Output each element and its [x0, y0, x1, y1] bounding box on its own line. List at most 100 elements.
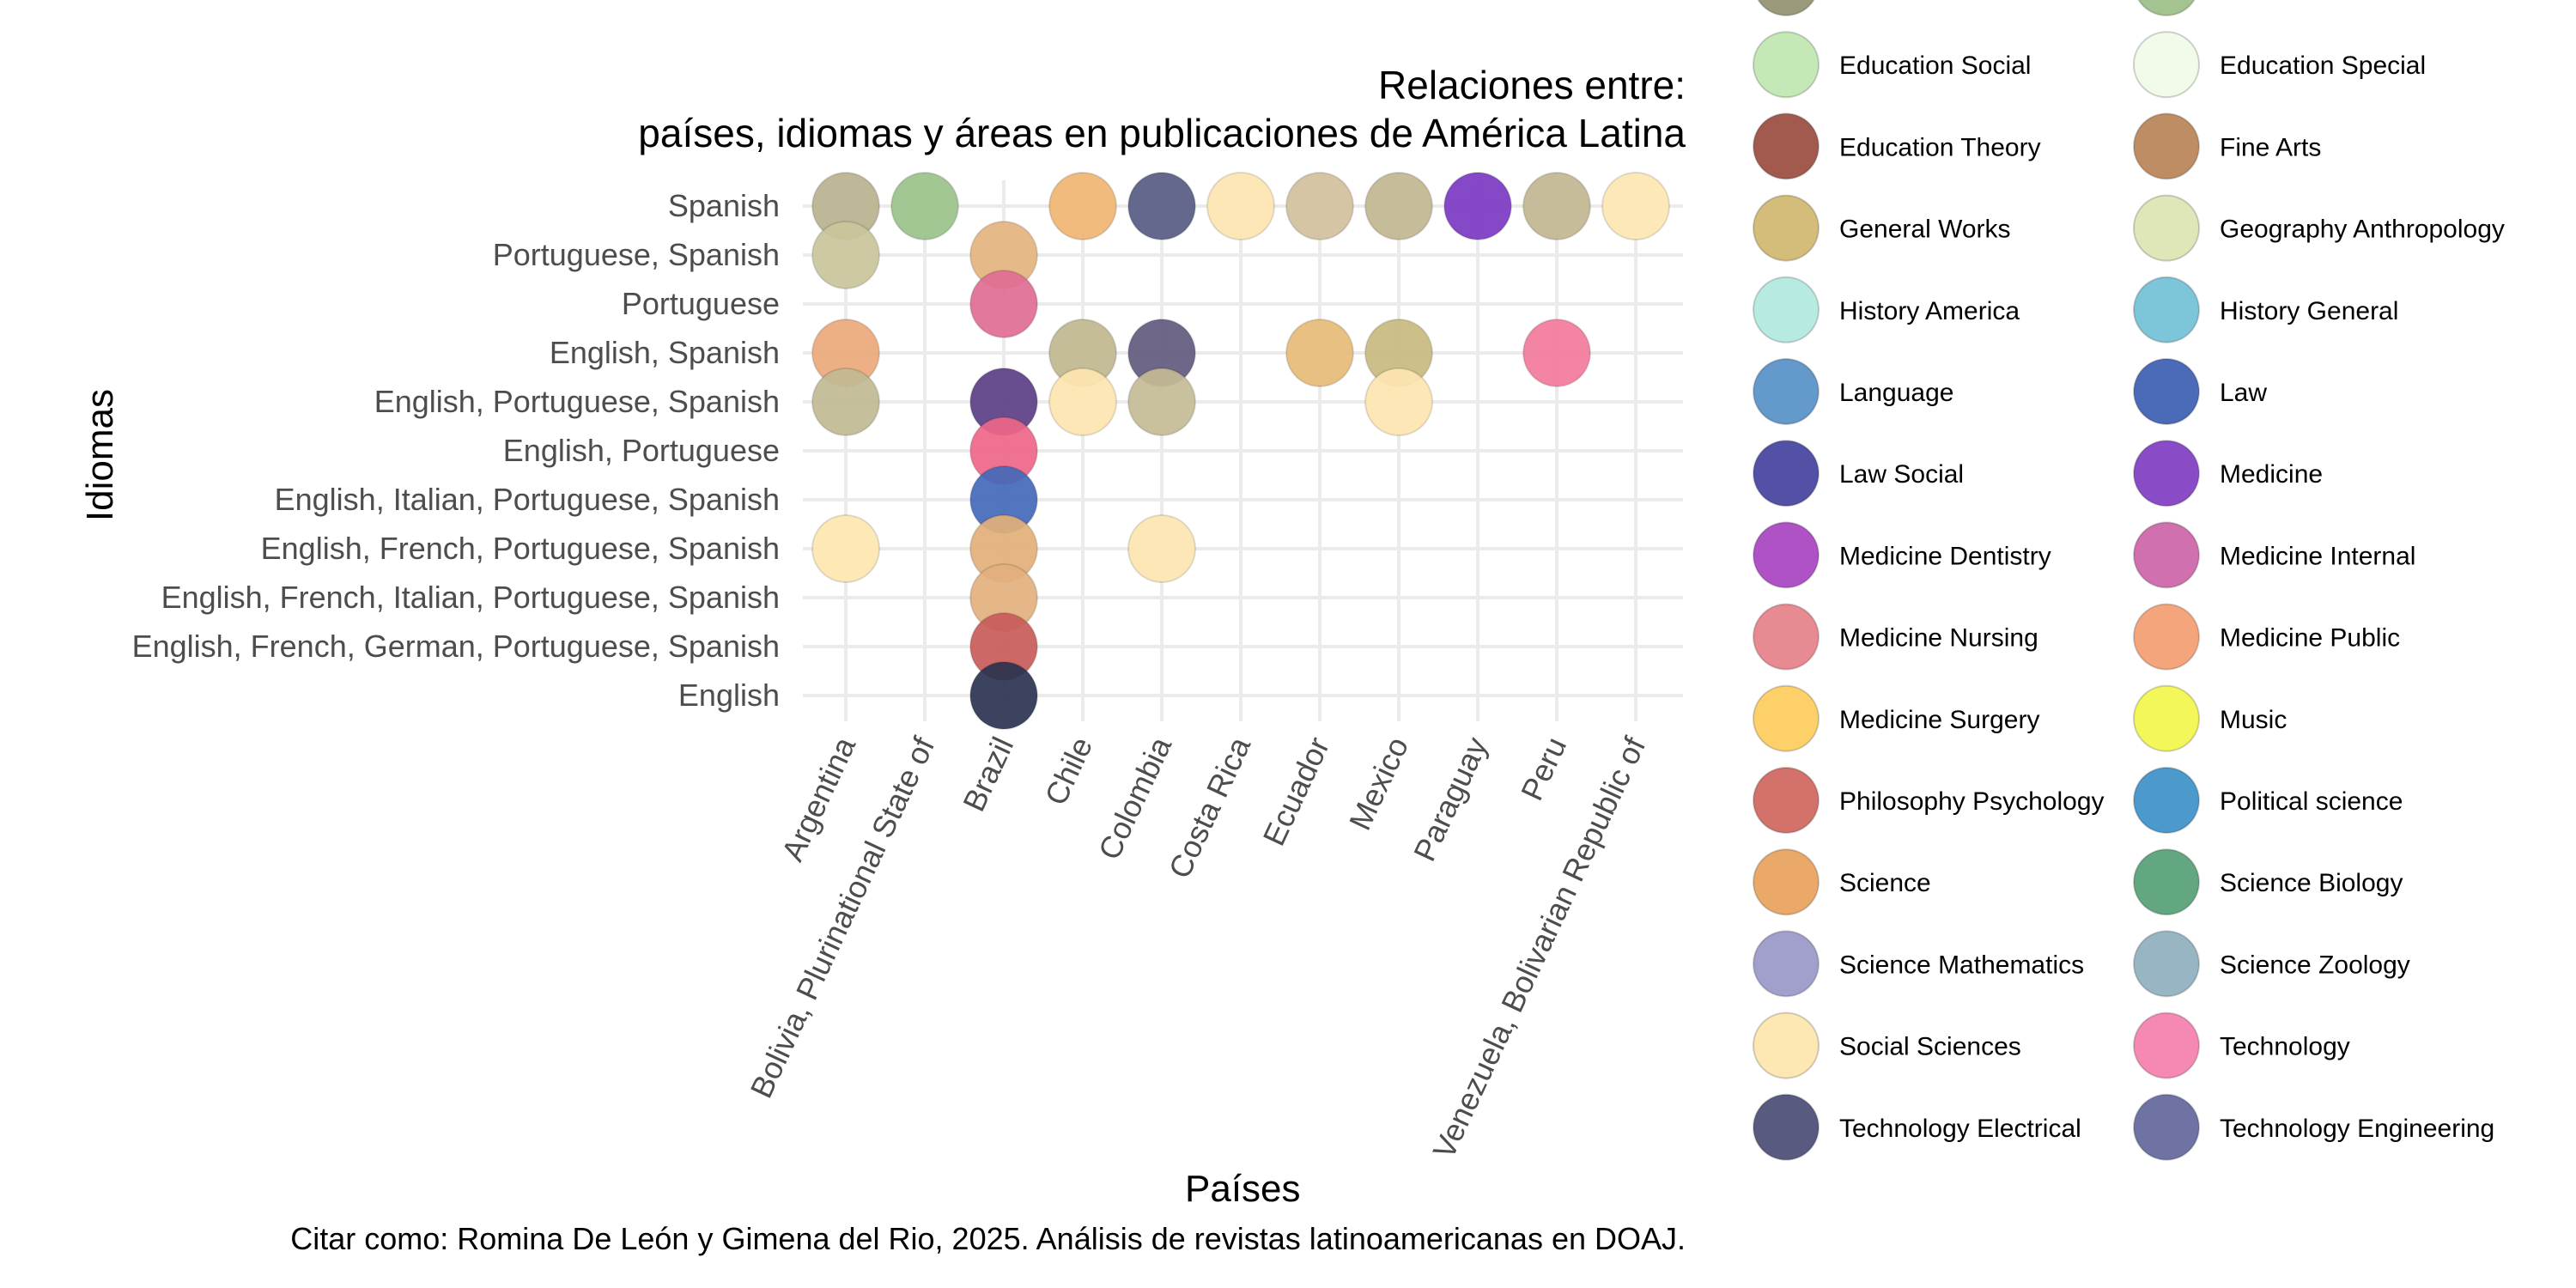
- legend-swatch-education-social: [1753, 31, 1820, 99]
- legend-swatch-philosophy-psychology: [1753, 767, 1820, 834]
- point-colombia-english-portuguese-spanish: [1127, 368, 1196, 436]
- legend-swatch-music: [2133, 684, 2200, 752]
- y-axis-ticks: English English, French, German, Portugue…: [132, 188, 780, 713]
- legend-label-geography-anthropology: Geography Anthropology: [2220, 216, 2505, 244]
- y-tick-portuguese-spanish: Portuguese, Spanish: [493, 237, 780, 272]
- legend-swatch-fine-arts: [2133, 112, 2200, 180]
- point-argentina-english-portuguese-spanish: [811, 368, 880, 436]
- legend-swatch-general-works: [1753, 194, 1820, 262]
- point-colombia-english-french-portuguese-spanish: [1127, 514, 1196, 583]
- point-brazil-english: [969, 661, 1038, 730]
- legend-swatch-item-0: [1757, 0, 1815, 16]
- legend-label-education-special: Education Special: [2220, 52, 2426, 80]
- legend-label-social-sciences: Social Sciences: [1839, 1033, 2021, 1061]
- legend-label-political-science: Political science: [2220, 787, 2403, 816]
- legend-label-science-biology: Science Biology: [2220, 869, 2403, 897]
- legend-label-medicine: Medicine: [2220, 460, 2323, 489]
- y-tick-english-italian-portuguese-spanish: English, Italian, Portuguese, Spanish: [275, 482, 780, 517]
- x-tick-colombia: Colombia: [1091, 731, 1179, 865]
- legend-swatch-education-theory: [1753, 112, 1820, 180]
- y-tick-english-portuguese-spanish: English, Portuguese, Spanish: [374, 384, 780, 419]
- point-peru-english-spanish: [1522, 319, 1591, 387]
- x-tick-costa-rica: Costa Rica: [1162, 731, 1258, 884]
- legend-swatch-science: [1753, 848, 1820, 916]
- y-axis-label: Idiomas: [79, 388, 122, 522]
- legend-swatch-law-social: [1753, 440, 1820, 507]
- point-venezuela-bolivarian-republic-of-spanish: [1601, 172, 1670, 240]
- point-chile-spanish: [1048, 172, 1117, 240]
- legend-label-technology-engineering: Technology Engineering: [2220, 1115, 2494, 1143]
- legend-label-science-mathematics: Science Mathematics: [1839, 951, 2084, 979]
- legend-swatch-technology-electrical: [1753, 1093, 1820, 1161]
- legend: Education Social Education Special Educati…: [1753, 0, 2505, 1161]
- caption: Citar como: Romina De León y Gimena del …: [290, 1221, 1686, 1256]
- legend-swatch-medicine: [2133, 440, 2200, 507]
- legend-label-education-social: Education Social: [1839, 52, 2031, 80]
- legend-label-general-works: General Works: [1839, 216, 2011, 244]
- point-colombia-spanish: [1127, 172, 1196, 240]
- legend-swatch-social-sciences: [1753, 1012, 1820, 1079]
- legend-label-law: Law: [2220, 379, 2267, 407]
- x-tick-peru: Peru: [1514, 732, 1573, 805]
- legend-label-language: Language: [1839, 379, 1953, 407]
- legend-label-medicine-dentistry: Medicine Dentistry: [1839, 542, 2051, 570]
- x-tick-paraguay: Paraguay: [1406, 732, 1494, 866]
- legend-label-law-social: Law Social: [1839, 460, 1964, 489]
- y-tick-spanish: Spanish: [668, 188, 780, 223]
- x-axis-label: Países: [1185, 1168, 1301, 1210]
- point-paraguay-spanish: [1443, 172, 1512, 240]
- legend-label-education-theory: Education Theory: [1839, 133, 2041, 161]
- legend-swatch-law: [2133, 358, 2200, 425]
- x-tick-mexico: Mexico: [1342, 732, 1415, 835]
- legend-label-music: Music: [2220, 706, 2287, 734]
- x-tick-argentina: Argentina: [775, 731, 863, 866]
- legend-swatch-science-zoology: [2133, 930, 2200, 998]
- point-costa-rica-spanish: [1206, 172, 1275, 240]
- y-tick-english-french-italian-portuguese-spanish: English, French, Italian, Portuguese, Sp…: [161, 580, 780, 615]
- legend-swatch-science-biology: [2133, 848, 2200, 916]
- y-tick-english-french-german-portuguese-spanish: English, French, German, Portuguese, Spa…: [132, 629, 780, 664]
- legend-label-history-general: History General: [2220, 297, 2398, 325]
- legend-swatch-history-general: [2133, 276, 2200, 343]
- point-argentina-english-french-portuguese-spanish: [811, 514, 880, 583]
- point-ecuador-spanish: [1285, 172, 1354, 240]
- point-ecuador-english-spanish: [1285, 319, 1354, 387]
- legend-swatch-political-science: [2133, 767, 2200, 834]
- legend-swatch-technology: [2133, 1012, 2200, 1079]
- y-tick-english-french-portuguese-spanish: English, French, Portuguese, Spanish: [261, 531, 780, 566]
- legend-swatch-medicine-surgery: [1753, 684, 1820, 752]
- legend-swatch-geography-anthropology: [2133, 194, 2200, 262]
- legend-swatch-history-america: [1753, 276, 1820, 343]
- legend-swatch-medicine-internal: [2133, 521, 2200, 589]
- points: [811, 172, 1670, 730]
- legend-label-medicine-internal: Medicine Internal: [2220, 542, 2415, 570]
- legend-label-fine-arts: Fine Arts: [2220, 133, 2321, 161]
- legend-swatch-technology-engineering: [2133, 1093, 2200, 1161]
- y-tick-english-portuguese: English, Portuguese: [503, 433, 780, 468]
- legend-swatch-language: [1753, 358, 1820, 425]
- point-bolivia-plurinational-state-of-spanish: [890, 172, 959, 240]
- point-brazil-portuguese: [969, 270, 1038, 338]
- legend-swatch-item-1: [2137, 0, 2196, 16]
- legend-swatch-medicine-nursing: [1753, 603, 1820, 671]
- y-tick-portuguese: Portuguese: [622, 286, 780, 321]
- x-tick-chile: Chile: [1037, 732, 1099, 811]
- legend-label-medicine-nursing: Medicine Nursing: [1839, 624, 2038, 653]
- legend-label-technology: Technology: [2220, 1033, 2350, 1061]
- legend-swatch-medicine-public: [2133, 603, 2200, 671]
- legend-label-science: Science: [1839, 869, 1931, 897]
- legend-swatch-medicine-dentistry: [1753, 521, 1820, 589]
- point-mexico-english-portuguese-spanish: [1364, 368, 1433, 436]
- chart-title: Relaciones entre:: [1378, 63, 1686, 107]
- legend-label-science-zoology: Science Zoology: [2220, 951, 2410, 979]
- legend-label-history-america: History America: [1839, 297, 2020, 325]
- x-tick-brazil: Brazil: [956, 732, 1020, 817]
- legend-label-philosophy-psychology: Philosophy Psychology: [1839, 787, 2105, 816]
- legend-swatch-science-mathematics: [1753, 930, 1820, 998]
- y-tick-english-spanish: English, Spanish: [550, 335, 780, 370]
- point-mexico-spanish: [1364, 172, 1433, 240]
- y-tick-english: English: [678, 677, 780, 713]
- point-argentina-portuguese-spanish: [811, 221, 880, 289]
- point-peru-spanish: [1522, 172, 1591, 240]
